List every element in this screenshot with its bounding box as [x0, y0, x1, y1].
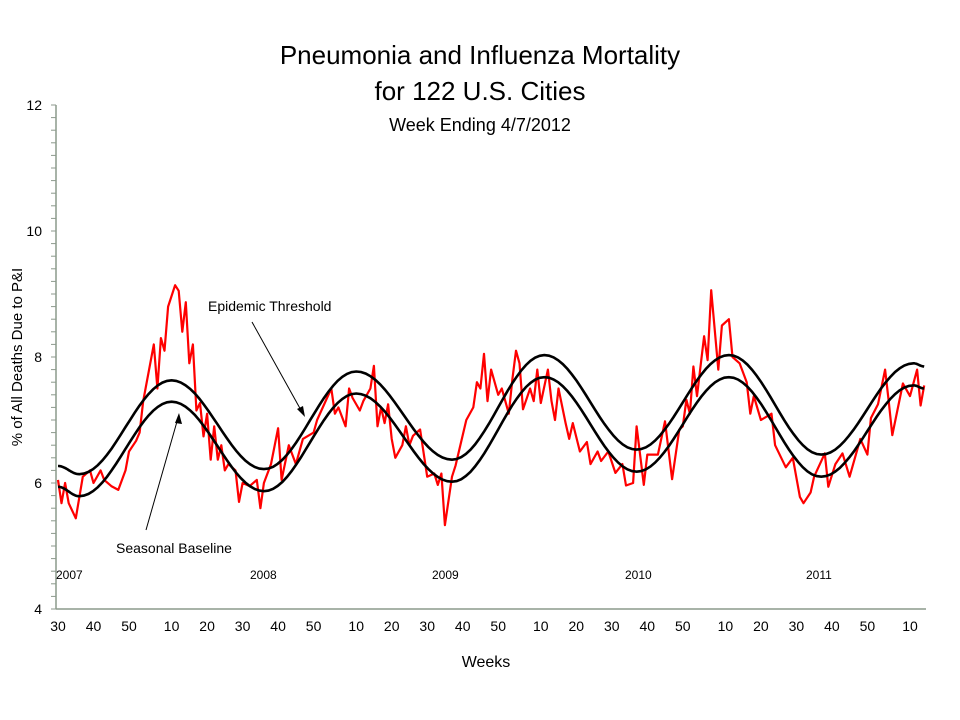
x-tick-label: 30	[789, 618, 805, 634]
series-line-baseline	[58, 375, 925, 498]
y-tick-label: 12	[26, 97, 42, 113]
year-label-2007: 2007	[56, 568, 83, 582]
chart-week-ending: Week Ending 4/7/2012	[389, 115, 571, 135]
x-tick-label: 30	[50, 618, 66, 634]
x-axis-label: Weeks	[462, 654, 511, 671]
annotation-seasonal-baseline: Seasonal Baseline	[116, 540, 232, 556]
x-tick-label: 30	[604, 618, 620, 634]
x-tick-label: 40	[640, 618, 656, 634]
x-tick-label: 20	[384, 618, 400, 634]
x-tick-label: 40	[86, 618, 102, 634]
year-label-2008: 2008	[250, 568, 277, 582]
year-label-2010: 2010	[625, 568, 652, 582]
year-label-2011: 2011	[806, 568, 832, 582]
baseline-arrow	[145, 417, 179, 531]
baseline-arrowhead	[175, 413, 182, 424]
y-tick-label: 6	[34, 475, 42, 491]
x-tick-label: 40	[455, 618, 471, 634]
y-tick-label: 8	[34, 349, 42, 365]
x-tick-label: 40	[270, 618, 286, 634]
threshold-arrowhead	[297, 406, 305, 417]
x-tick-label: 50	[121, 618, 137, 634]
x-tick-label: 10	[348, 618, 364, 634]
year-label-2009: 2009	[432, 568, 459, 582]
x-tick-label: 10	[902, 618, 918, 634]
x-tick-label: 30	[235, 618, 251, 634]
x-tick-label: 30	[419, 618, 435, 634]
x-tick-label: 50	[675, 618, 691, 634]
chart-subtitle: for 122 U.S. Cities	[374, 76, 586, 106]
threshold-arrow	[251, 321, 303, 413]
y-tick-label: 4	[34, 601, 42, 617]
y-tick-label: 10	[26, 223, 42, 239]
series-line-observed	[56, 284, 926, 527]
chart-title: Pneumonia and Influenza Mortality	[279, 40, 681, 70]
x-tick-label: 50	[306, 618, 322, 634]
y-axis-label: % of All Deaths Due to P&I	[9, 268, 26, 446]
x-tick-label: 10	[164, 618, 180, 634]
series-line-threshold	[58, 353, 925, 476]
x-tick-label: 20	[753, 618, 769, 634]
x-tick-label: 10	[718, 618, 734, 634]
x-tick-label: 20	[199, 618, 215, 634]
x-tick-label: 50	[490, 618, 506, 634]
x-tick-label: 20	[569, 618, 585, 634]
annotation-epidemic-threshold: Epidemic Threshold	[208, 298, 331, 314]
x-tick-label: 50	[860, 618, 876, 634]
x-tick-label: 40	[824, 618, 840, 634]
x-tick-label: 10	[533, 618, 549, 634]
